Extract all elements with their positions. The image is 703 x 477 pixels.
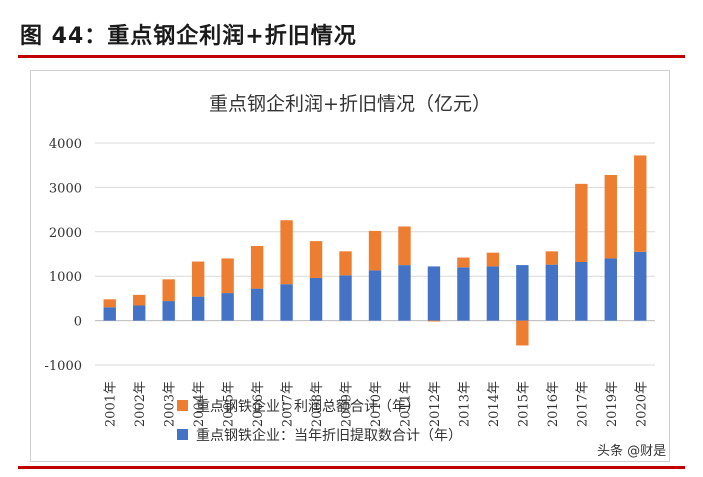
x-tick-label: 2016年 xyxy=(546,381,561,427)
x-tick-label: 2002年 xyxy=(133,381,148,427)
x-tick-label: 2004年 xyxy=(192,381,207,427)
legend-swatch xyxy=(177,429,188,440)
x-tick-label: 2015年 xyxy=(516,381,531,427)
bar-profit xyxy=(162,279,175,302)
bar-depreciation xyxy=(280,284,293,321)
bar-profit xyxy=(398,226,411,266)
bar-profit xyxy=(427,320,441,322)
x-tick-label: 2012年 xyxy=(428,381,443,427)
legend-label: 重点钢铁企业：利润总额合计（年） xyxy=(196,398,420,415)
x-tick-label: 2003年 xyxy=(163,381,178,427)
bar-depreciation xyxy=(191,296,205,321)
bar-depreciation xyxy=(427,266,441,321)
x-tick-label: 2011年 xyxy=(398,381,413,427)
bar-profit xyxy=(103,299,116,308)
bar-profit xyxy=(545,251,559,265)
bottom-rule xyxy=(18,466,685,469)
x-tick-label: 2005年 xyxy=(222,381,237,427)
bar-depreciation xyxy=(309,277,323,321)
bar-profit xyxy=(250,246,264,289)
bar-depreciation xyxy=(162,301,175,321)
x-tick-label: 2006年 xyxy=(251,381,266,427)
y-axis: 4000 3000 2000 1000 0 -1000 xyxy=(45,137,82,374)
legend: 重点钢铁企业：利润总额合计（年） 重点钢铁企业：当年折旧提取数合计（年） xyxy=(177,398,462,444)
x-tick-label: 2001年 xyxy=(104,381,119,427)
bars xyxy=(103,155,647,346)
title-rule xyxy=(18,55,685,58)
bar-depreciation xyxy=(486,266,500,321)
x-axis: 2001年 2002年 2003年 2004年 2005年 2006年 2007年 2008年… xyxy=(104,381,650,427)
bar-depreciation xyxy=(133,305,146,321)
bar-profit xyxy=(133,294,146,306)
bar-profit xyxy=(575,183,588,262)
y-tick-label: 3000 xyxy=(49,181,82,196)
bar-depreciation xyxy=(516,265,529,321)
y-tick-label: 0 xyxy=(74,315,82,330)
bar-depreciation xyxy=(457,267,470,321)
y-tick-label: -1000 xyxy=(45,359,82,374)
y-tick-label: 4000 xyxy=(49,137,82,152)
bar-profit xyxy=(280,220,293,285)
x-tick-label: 2008年 xyxy=(310,381,325,427)
x-tick-label: 2009年 xyxy=(340,381,355,427)
bar-profit xyxy=(191,261,205,297)
bar-depreciation xyxy=(103,307,116,321)
watermark: 头条 @财是 xyxy=(597,444,667,459)
x-tick-label: 2013年 xyxy=(457,381,472,427)
bar-depreciation xyxy=(221,293,234,321)
x-tick-label: 2020年 xyxy=(634,381,649,427)
x-tick-label: 2019年 xyxy=(605,381,620,427)
bar-depreciation xyxy=(368,270,382,321)
chart-frame xyxy=(30,70,670,462)
y-tick-label: 1000 xyxy=(49,270,82,285)
bar-depreciation xyxy=(545,264,559,321)
legend-swatch xyxy=(177,400,188,411)
bar-profit xyxy=(457,257,470,268)
bar-depreciation xyxy=(339,275,352,321)
bar-depreciation xyxy=(398,265,411,321)
bar-profit xyxy=(368,230,382,271)
bar-depreciation xyxy=(634,251,647,321)
bar-depreciation xyxy=(604,258,617,321)
bar-profit xyxy=(221,258,234,294)
bar-profit xyxy=(604,174,617,259)
chart-title: 重点钢企利润+折旧情况（亿元） xyxy=(209,93,491,115)
legend-label: 重点钢铁企业：当年折旧提取数合计（年） xyxy=(196,427,462,444)
bar-profit xyxy=(516,320,529,346)
bar-depreciation xyxy=(250,288,264,321)
figure-title: 图 44：重点钢企利润+折旧情况 xyxy=(20,24,357,49)
bar-depreciation xyxy=(575,261,588,321)
bar-profit xyxy=(339,251,352,276)
bar-profit xyxy=(486,252,500,267)
bar-profit xyxy=(634,155,647,252)
x-tick-label: 2007年 xyxy=(281,381,296,427)
x-tick-label: 2010年 xyxy=(369,381,384,427)
y-tick-label: 2000 xyxy=(49,226,82,241)
x-tick-label: 2014年 xyxy=(487,381,502,427)
bar-profit xyxy=(309,241,323,278)
x-tick-label: 2017年 xyxy=(575,381,590,427)
